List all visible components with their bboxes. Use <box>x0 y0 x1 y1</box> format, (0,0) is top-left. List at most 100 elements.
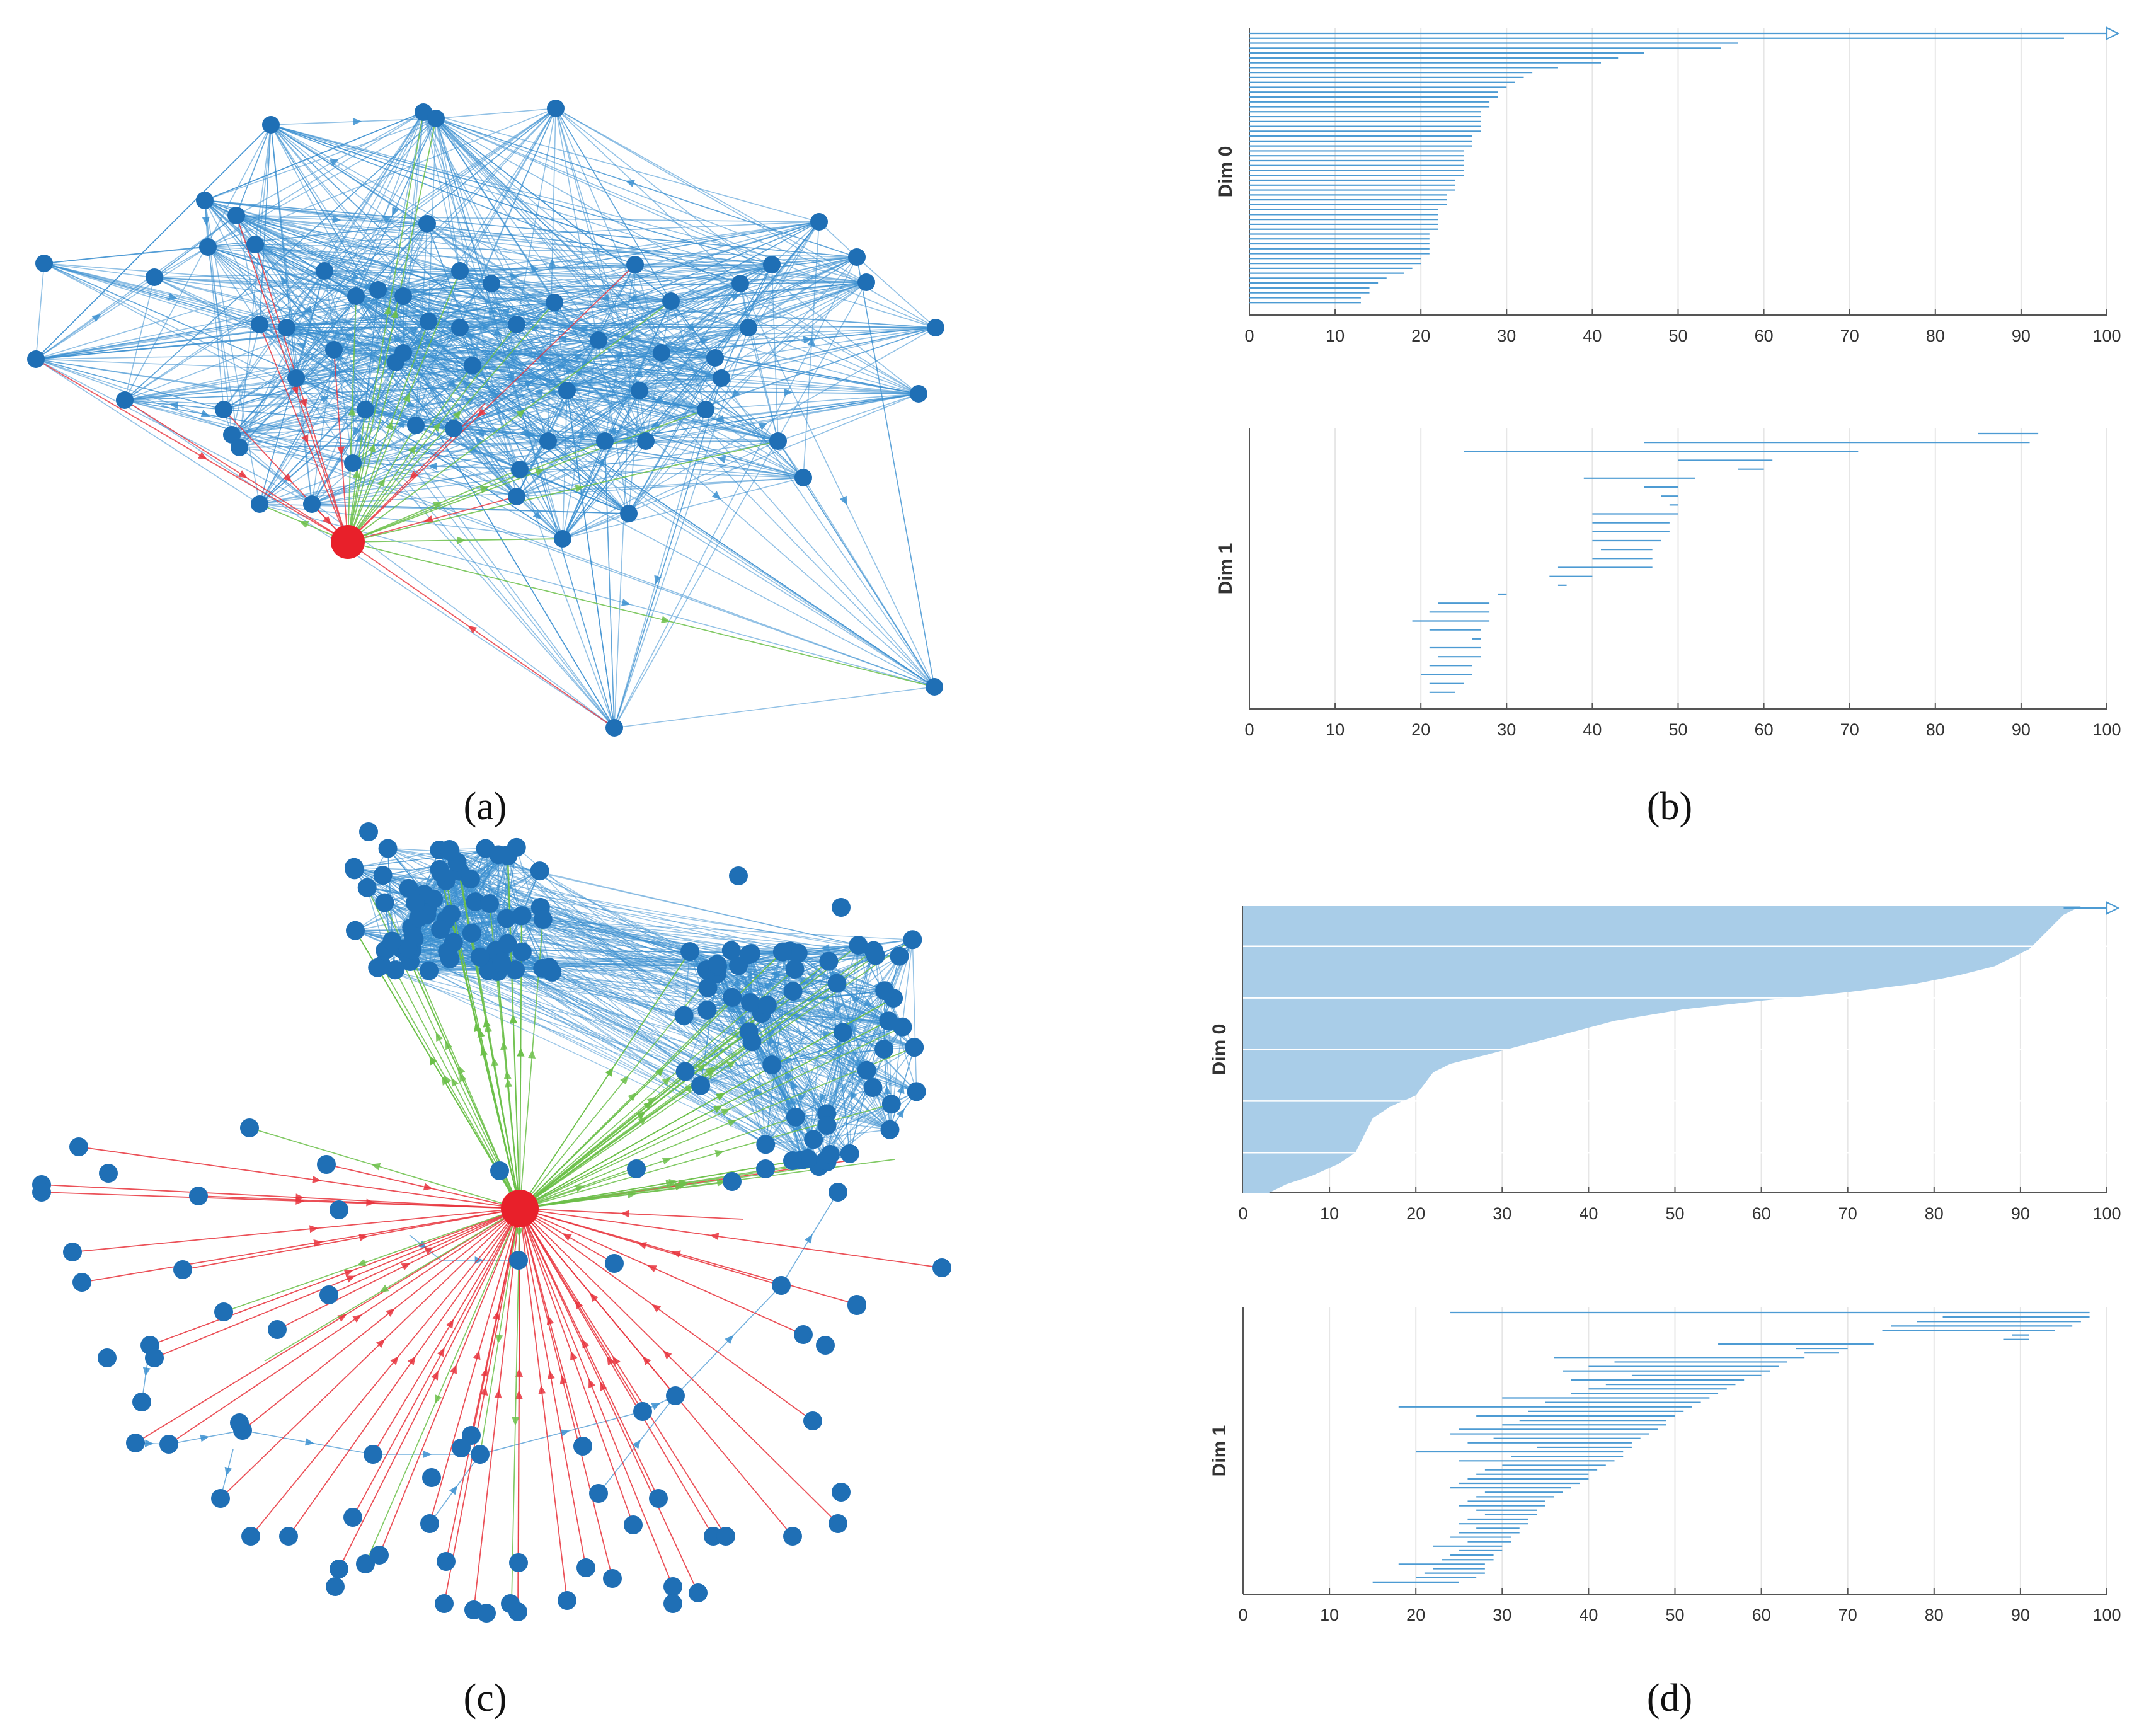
edge <box>634 264 867 283</box>
node <box>435 1594 454 1613</box>
node <box>420 313 437 330</box>
edge-arrow <box>435 1394 442 1405</box>
edge <box>459 108 556 272</box>
node <box>786 1107 805 1127</box>
edge <box>435 118 857 258</box>
edge <box>231 434 804 478</box>
edge-green <box>347 112 424 543</box>
node <box>829 1514 847 1533</box>
node <box>723 1172 742 1191</box>
tick-label-40: 40 <box>1579 1606 1598 1624</box>
edge-arrow <box>713 1105 723 1113</box>
edge-red <box>352 1208 520 1518</box>
edge-red <box>338 1208 520 1570</box>
edge-arrow <box>559 1429 570 1437</box>
edge <box>355 929 441 931</box>
edge <box>740 283 919 394</box>
network-c <box>32 822 951 1623</box>
edge <box>628 390 640 514</box>
node <box>742 1032 762 1052</box>
edge <box>614 686 935 728</box>
edge-arrow <box>605 1067 614 1077</box>
node <box>241 1527 260 1546</box>
edge-red <box>519 1208 676 1396</box>
edge <box>207 246 416 426</box>
edge-arrow <box>386 1308 395 1317</box>
tick-label-20: 20 <box>1411 720 1430 739</box>
edge-green <box>519 1117 796 1209</box>
tick-label-60: 60 <box>1752 1204 1771 1223</box>
network-c-nodes <box>32 822 951 1623</box>
node <box>35 255 53 272</box>
node <box>880 1120 900 1139</box>
edge <box>204 200 857 258</box>
node <box>440 949 459 968</box>
edge <box>670 301 919 394</box>
edge-red <box>326 1164 520 1209</box>
edge <box>333 327 936 350</box>
edge <box>403 296 473 366</box>
edge <box>555 108 936 328</box>
edge <box>634 264 919 394</box>
edge <box>555 108 640 391</box>
edge-arrow <box>200 1434 210 1442</box>
edge-arrow <box>492 1311 500 1320</box>
node <box>32 1183 51 1202</box>
edge-arrow <box>395 420 404 428</box>
edge <box>236 215 867 283</box>
edge-arrow <box>343 1269 353 1277</box>
edge-arrow <box>720 1108 731 1116</box>
node <box>794 1325 813 1344</box>
edge-arrow <box>144 1439 154 1447</box>
edge <box>355 296 396 363</box>
edge <box>223 221 820 410</box>
edge-red <box>288 1208 520 1537</box>
edge-arrow <box>709 1233 720 1241</box>
edge <box>239 447 313 505</box>
tick-label-20: 20 <box>1406 1204 1425 1223</box>
edge <box>614 282 867 728</box>
tick-label-0: 0 <box>1238 1606 1247 1624</box>
edge <box>204 200 428 224</box>
edge-arrow <box>309 1225 319 1233</box>
edge <box>449 849 701 1086</box>
edge-arrow <box>628 294 638 301</box>
node <box>697 1000 717 1020</box>
edge <box>204 118 437 201</box>
edge <box>562 477 804 539</box>
node <box>785 960 805 979</box>
edge <box>236 215 804 478</box>
edge-green <box>519 1041 752 1209</box>
edge-arrow <box>863 999 873 1008</box>
edge <box>403 352 706 410</box>
node <box>146 268 163 286</box>
edge <box>270 124 772 265</box>
node <box>689 1583 708 1602</box>
edge <box>472 282 867 366</box>
edge-arrow <box>562 1233 572 1241</box>
node <box>116 391 134 409</box>
edge-arrow <box>637 1242 647 1250</box>
edge-arrow <box>696 1064 706 1072</box>
edge-arrow <box>576 429 585 439</box>
edge-arrow <box>534 389 544 396</box>
edge <box>270 124 636 265</box>
node <box>653 344 670 362</box>
node <box>605 719 623 737</box>
edge <box>748 327 779 442</box>
edge-red <box>154 1208 520 1359</box>
ylabel-dim1: Dim 1 <box>1215 543 1236 595</box>
edge-green <box>355 930 520 1209</box>
edge <box>154 277 936 328</box>
edge-green <box>519 1047 915 1209</box>
node <box>370 1546 389 1565</box>
tick-label-100: 100 <box>2092 326 2121 345</box>
edge <box>311 283 741 505</box>
node <box>509 1553 528 1572</box>
tick-label-10: 10 <box>1326 720 1345 739</box>
edge <box>236 215 772 265</box>
edge-arrow <box>330 158 340 166</box>
node <box>533 958 553 978</box>
node <box>159 1435 178 1454</box>
edge <box>43 263 416 426</box>
